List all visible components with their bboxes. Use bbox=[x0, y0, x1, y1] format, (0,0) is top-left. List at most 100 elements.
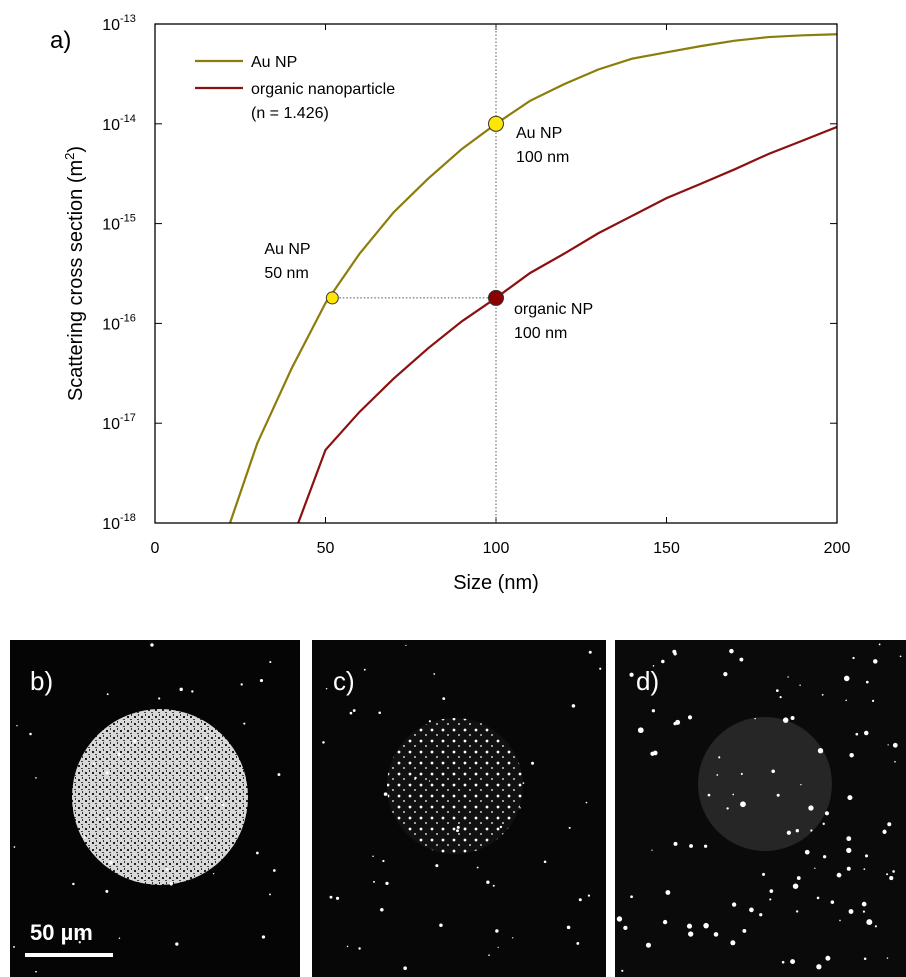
speck bbox=[433, 673, 436, 675]
speck bbox=[179, 687, 183, 692]
speck bbox=[814, 867, 816, 870]
speck bbox=[782, 717, 789, 723]
speck bbox=[212, 872, 215, 875]
speck bbox=[380, 907, 384, 912]
y-tick-exponent: -15 bbox=[120, 213, 136, 225]
speck bbox=[816, 896, 820, 900]
speck bbox=[861, 901, 867, 907]
speck bbox=[571, 704, 576, 708]
speck bbox=[495, 929, 499, 933]
speck bbox=[779, 696, 782, 699]
speck bbox=[742, 928, 747, 933]
speck bbox=[352, 709, 356, 712]
speck bbox=[191, 690, 194, 693]
speck bbox=[864, 730, 869, 736]
speck bbox=[787, 676, 789, 678]
panel-label: c) bbox=[333, 666, 355, 696]
speck bbox=[816, 964, 822, 970]
panel-label: d) bbox=[636, 666, 659, 696]
speck bbox=[80, 933, 83, 936]
speck bbox=[585, 801, 588, 804]
marker bbox=[488, 115, 504, 132]
speck bbox=[117, 752, 121, 756]
plot-lines bbox=[228, 33, 837, 523]
speck bbox=[689, 844, 693, 848]
particle-spot bbox=[698, 717, 832, 851]
speck bbox=[269, 893, 271, 896]
speck bbox=[786, 830, 791, 835]
speck bbox=[476, 866, 479, 869]
speck bbox=[428, 780, 431, 782]
speck bbox=[497, 946, 499, 949]
speck bbox=[621, 969, 624, 972]
annotation: Au NP bbox=[264, 241, 310, 258]
speck bbox=[464, 827, 467, 830]
speck bbox=[106, 817, 110, 821]
y-axis-label-part: 2 bbox=[62, 153, 77, 160]
speck bbox=[277, 773, 281, 776]
speck bbox=[599, 667, 602, 670]
speck bbox=[673, 721, 677, 726]
speck bbox=[165, 867, 169, 871]
speck bbox=[830, 900, 835, 904]
speck bbox=[403, 966, 407, 971]
speck bbox=[637, 727, 644, 734]
speck bbox=[871, 699, 875, 703]
speck bbox=[651, 849, 653, 851]
marker bbox=[325, 291, 339, 305]
speck bbox=[775, 689, 779, 692]
speck bbox=[35, 970, 37, 973]
annotation: 50 nm bbox=[264, 265, 308, 282]
speck bbox=[543, 860, 547, 864]
speck bbox=[886, 957, 889, 959]
speck bbox=[865, 680, 869, 684]
speck bbox=[568, 826, 571, 829]
speck bbox=[759, 913, 763, 917]
speck bbox=[855, 732, 859, 736]
speck bbox=[822, 855, 827, 859]
speck bbox=[651, 709, 656, 713]
speck bbox=[817, 748, 824, 754]
speck bbox=[836, 872, 842, 878]
speck bbox=[133, 739, 137, 743]
speck bbox=[769, 889, 774, 893]
speck bbox=[72, 882, 75, 886]
particle-spot bbox=[72, 709, 248, 885]
speck bbox=[456, 829, 459, 833]
series-line bbox=[297, 125, 837, 523]
speck bbox=[240, 683, 243, 686]
speck bbox=[687, 715, 693, 720]
speck bbox=[845, 699, 847, 702]
speck bbox=[882, 829, 887, 834]
speck bbox=[661, 659, 665, 664]
marker bbox=[488, 289, 504, 306]
y-tick-exponent: -14 bbox=[120, 113, 136, 125]
speck bbox=[672, 649, 677, 654]
y-axis-label-part: Scattering cross section (m bbox=[65, 160, 87, 401]
x-tick-label: 100 bbox=[483, 540, 510, 557]
speck bbox=[874, 925, 877, 928]
speck bbox=[796, 876, 801, 880]
speck bbox=[729, 648, 734, 654]
y-tick-label: 10 bbox=[102, 217, 120, 234]
speck bbox=[650, 751, 655, 756]
speck bbox=[878, 643, 881, 646]
speck bbox=[83, 836, 86, 839]
speck bbox=[846, 847, 852, 853]
speck bbox=[156, 781, 159, 784]
speck bbox=[894, 760, 896, 763]
speck bbox=[205, 796, 209, 800]
speck bbox=[873, 659, 878, 664]
speck bbox=[899, 655, 902, 658]
speck bbox=[703, 844, 708, 848]
speck bbox=[92, 762, 96, 766]
speck bbox=[866, 919, 873, 926]
speck bbox=[673, 841, 678, 846]
speck bbox=[887, 822, 892, 827]
speck bbox=[825, 955, 831, 961]
y-tick-label: 10 bbox=[102, 117, 120, 134]
speck bbox=[716, 774, 719, 776]
speck bbox=[372, 855, 374, 858]
speck bbox=[13, 846, 16, 848]
speck bbox=[645, 942, 651, 948]
